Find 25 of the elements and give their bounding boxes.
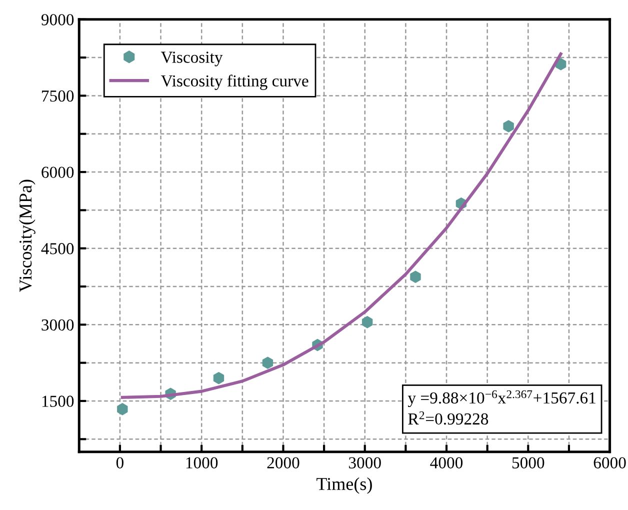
annotation: R$^{2}$=0.99228 [408, 411, 488, 425]
point [117, 403, 128, 416]
y-tick-label: 6000 [42, 166, 74, 178]
point [503, 120, 514, 132]
x-tick-label: 3000 [349, 457, 381, 468]
point [362, 316, 373, 328]
y-tick-label: 3000 [42, 319, 74, 331]
x-tick-label: 5000 [512, 457, 544, 468]
point [213, 372, 224, 384]
x-tick-label: 4000 [430, 457, 463, 468]
point [410, 270, 421, 283]
legend-label: Viscosity fitting curve [160, 74, 308, 90]
y-tick-label: 1500 [42, 396, 74, 407]
point [262, 356, 274, 369]
y-tick-label: 7500 [42, 90, 74, 102]
x-tick-label: 1000 [186, 457, 218, 468]
x-axis-title: Time(s) [316, 477, 372, 494]
legend-label: Viscosity [160, 52, 223, 66]
x-tick-label: 0 [116, 457, 124, 468]
y-tick-label: 4500 [41, 243, 74, 254]
x-tick-label: 2000 [267, 457, 300, 468]
y-axis-title: Viscosity(MPa) [18, 180, 36, 292]
annotation: y =9.88×10$^{−6}$x$^{2.367}$+1567.61 [408, 390, 596, 408]
y-tick-label: 9000 [41, 14, 74, 26]
x-tick-label: 6000 [594, 457, 626, 468]
